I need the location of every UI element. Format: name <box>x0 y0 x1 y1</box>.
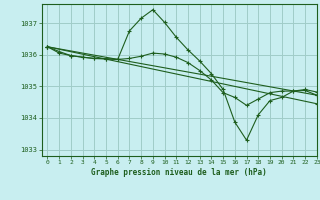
X-axis label: Graphe pression niveau de la mer (hPa): Graphe pression niveau de la mer (hPa) <box>91 168 267 177</box>
